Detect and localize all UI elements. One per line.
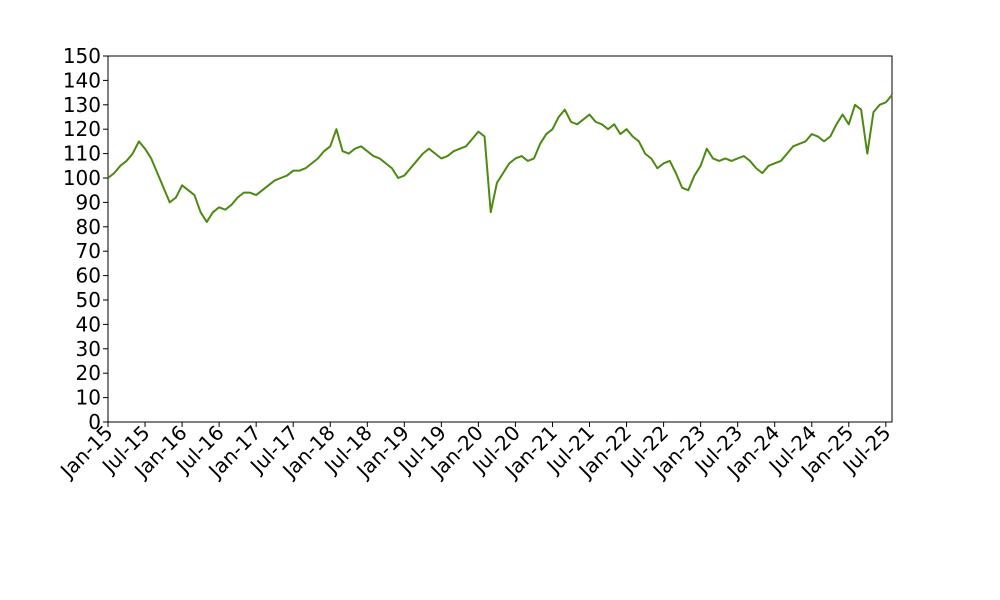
y-tick-label: 20 bbox=[76, 361, 101, 385]
y-tick-label: 130 bbox=[63, 93, 101, 117]
y-tick-label: 30 bbox=[76, 337, 101, 361]
plot-frame bbox=[107, 55, 893, 423]
y-tick-label: 110 bbox=[63, 142, 101, 166]
y-tick-label: 10 bbox=[76, 386, 101, 410]
y-tick-label: 100 bbox=[63, 166, 101, 190]
data-line bbox=[107, 94, 893, 223]
y-tick-label: 150 bbox=[63, 44, 101, 68]
y-tick-label: 80 bbox=[76, 215, 101, 239]
y-tick-label: 50 bbox=[76, 288, 101, 312]
y-tick-label: 140 bbox=[63, 68, 101, 92]
y-tick-label: 90 bbox=[76, 190, 101, 214]
y-tick-label: 70 bbox=[76, 239, 101, 263]
y-tick-label: 40 bbox=[76, 312, 101, 336]
y-tick-label: 60 bbox=[76, 264, 101, 288]
y-tick-label: 0 bbox=[88, 410, 101, 434]
y-tick-label: 120 bbox=[63, 117, 101, 141]
